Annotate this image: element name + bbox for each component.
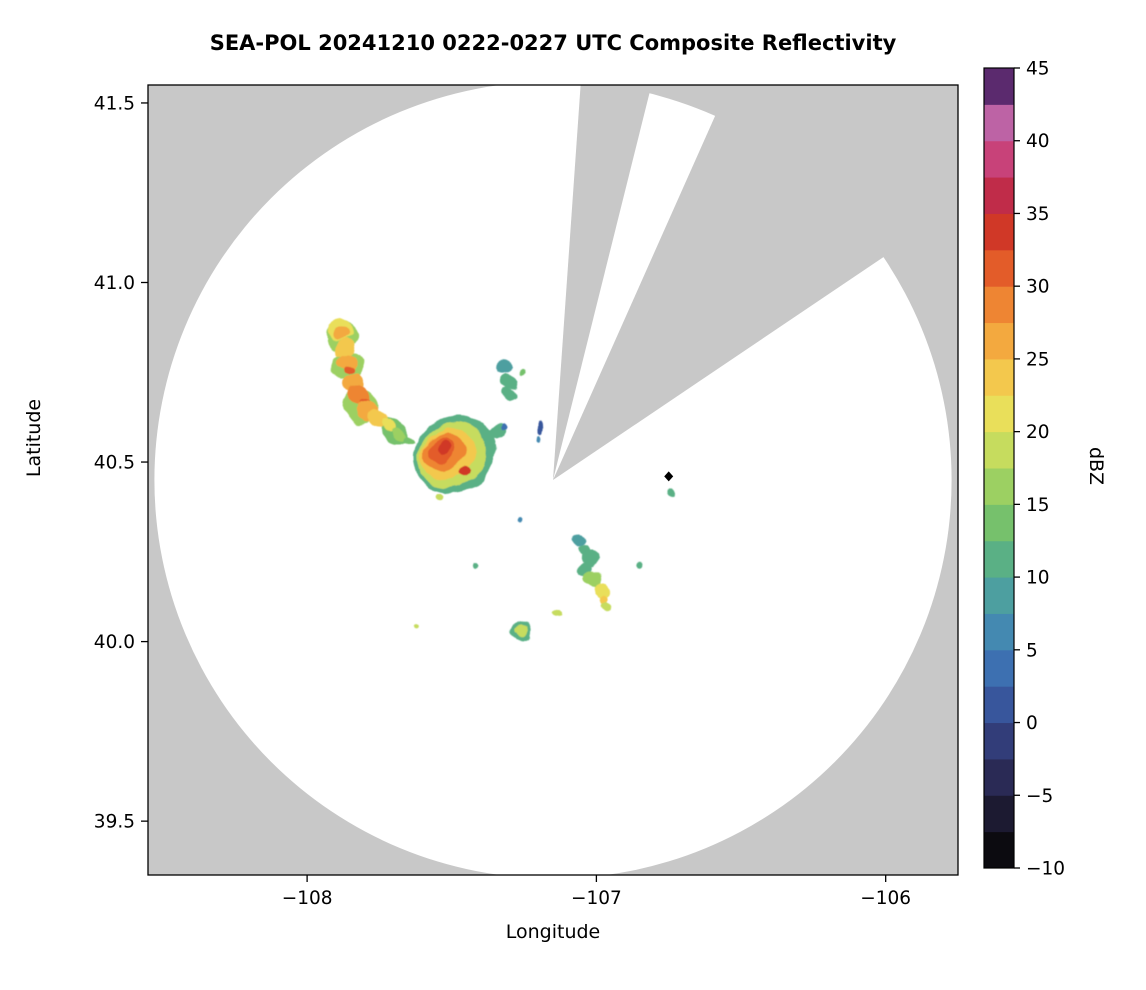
echo-cell [344, 365, 353, 374]
y-axis-label: Latitude [23, 398, 45, 478]
echo-cell [572, 530, 586, 544]
colorbar-segment [984, 358, 1014, 396]
colorbar-tick-label: 20 [1026, 422, 1050, 443]
colorbar-segment [984, 686, 1014, 724]
echo-cell [503, 390, 516, 402]
colorbar-segment [984, 286, 1014, 324]
colorbar-segment [984, 104, 1014, 142]
colorbar-segment [984, 395, 1014, 433]
y-tick-label: 41.5 [94, 93, 135, 114]
colorbar-segment [984, 722, 1014, 760]
echo-cell [553, 606, 563, 616]
echo-cell [668, 486, 677, 495]
echo-cell [536, 435, 541, 443]
echo-cell [579, 547, 599, 567]
echo-cell [332, 325, 348, 339]
echo-cell [498, 362, 513, 376]
echo-cell [636, 561, 644, 568]
colorbar-segment [984, 468, 1014, 505]
colorbar-tick-label: 10 [1026, 568, 1050, 589]
colorbar-tick-label: 0 [1026, 713, 1038, 734]
x-tick-label: −106 [860, 888, 911, 909]
y-tick-label: 40.0 [94, 632, 135, 653]
echo-cell [499, 424, 507, 432]
x-tick-label: −107 [571, 888, 622, 909]
site-marker [664, 471, 674, 482]
colorbar-tick-label: 30 [1026, 277, 1050, 298]
colorbar-segment [984, 213, 1014, 251]
echo-cell [335, 338, 355, 356]
colorbar-segment [984, 758, 1014, 796]
echo-cell [502, 375, 520, 391]
echo-cell [602, 600, 614, 611]
echo-cell [584, 570, 603, 588]
colorbar-segment [984, 249, 1014, 287]
colorbar-tick-label: 40 [1026, 131, 1050, 152]
colorbar-segment [984, 68, 1014, 105]
colorbar-tick-label: −5 [1026, 786, 1053, 807]
echo-cell [414, 625, 420, 630]
colorbar-tick-label: 25 [1026, 349, 1050, 370]
echo-cell [515, 516, 521, 523]
echo-cell [434, 440, 451, 454]
echo-cell [380, 420, 396, 434]
x-axis-label: Longitude [505, 921, 601, 943]
blocked-sector [553, 85, 958, 480]
colorbar-segment [984, 177, 1014, 214]
echo-cell [514, 624, 529, 636]
chart-title: SEA-POL 20241210 0222-0227 UTC Composite… [209, 31, 897, 55]
y-tick-label: 41.0 [94, 273, 135, 294]
colorbar-segment [984, 831, 1014, 869]
echo-cell [519, 366, 527, 375]
colorbar-label: dBZ [1085, 446, 1107, 486]
echo-cell [471, 562, 479, 570]
echo-cell [458, 464, 471, 475]
y-tick-label: 39.5 [94, 812, 135, 833]
colorbar-segment [984, 431, 1014, 469]
colorbar-tick-label: 15 [1026, 495, 1050, 516]
colorbar-tick-label: −10 [1026, 859, 1065, 880]
y-tick-label: 40.5 [94, 453, 135, 474]
plot-frame [147, 84, 959, 876]
colorbar-segment [984, 140, 1014, 178]
echo-cell [404, 435, 416, 445]
colorbar-segment [984, 540, 1014, 578]
colorbar-tick-label: 45 [1026, 59, 1050, 80]
x-tick-label: −108 [282, 888, 333, 909]
colorbar-segment [984, 504, 1014, 542]
echo-cell [392, 428, 407, 440]
colorbar-segment [984, 577, 1014, 614]
colorbar-tick-label: 5 [1026, 640, 1038, 661]
colorbar-segment [984, 322, 1014, 360]
colorbar-frame [983, 67, 1015, 869]
echo-cell [436, 494, 445, 502]
colorbar-tick-label: 35 [1026, 204, 1050, 225]
colorbar-segment [984, 795, 1014, 833]
echo-cell [599, 594, 610, 603]
echo-cell [338, 353, 356, 370]
blocked-sector [553, 85, 652, 480]
colorbar-segment [984, 649, 1014, 687]
colorbar-segment [984, 613, 1014, 651]
echo-cell [536, 422, 544, 434]
